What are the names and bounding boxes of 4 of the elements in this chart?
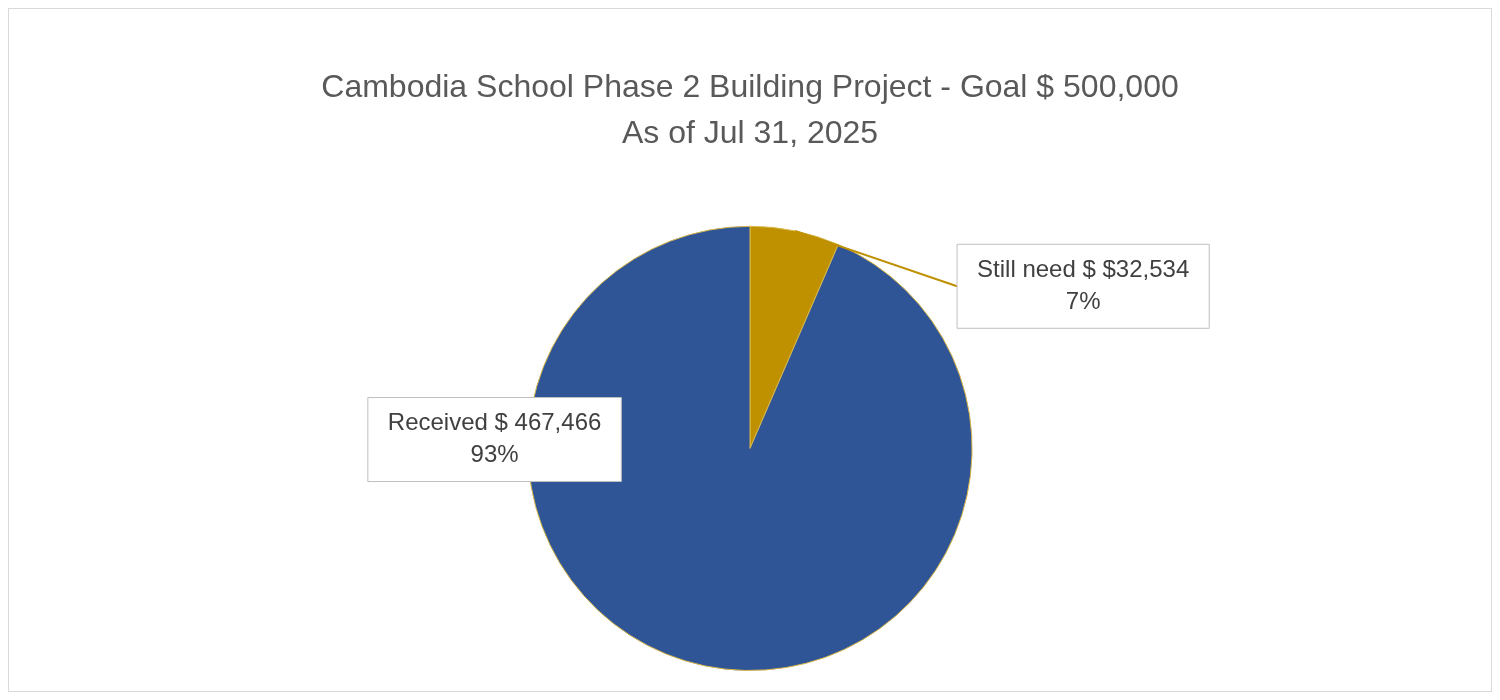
slice-label: Still need $ $32,534 7%: [977, 254, 1190, 314]
chart-subtitle: As of Jul 31, 2025: [621, 114, 879, 151]
slice-label: Received $ 467,466 93%: [387, 408, 602, 468]
chart-title: Cambodia School Phase 2 Building Project - Goal $ 500,000: [321, 68, 1179, 105]
